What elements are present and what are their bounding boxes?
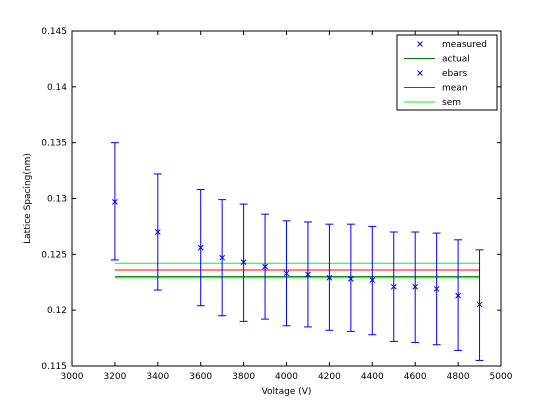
measured-point — [347, 276, 354, 282]
measured-point — [112, 198, 118, 205]
legend-marker — [417, 41, 423, 47]
marker-stroke — [219, 254, 226, 261]
measured-point — [433, 286, 440, 292]
marker-stroke — [455, 292, 461, 299]
measured-point — [262, 263, 268, 270]
measured-point — [240, 259, 247, 266]
marker-stroke — [369, 277, 376, 283]
measured-point — [390, 283, 397, 290]
marker-stroke — [283, 270, 290, 277]
measured-point — [412, 283, 419, 290]
marker-stroke — [112, 198, 118, 205]
marker-stroke — [476, 301, 483, 308]
measured-point — [476, 301, 483, 308]
y-tick-label: 0.125 — [41, 250, 67, 260]
x-tick-label: 3400 — [146, 372, 169, 382]
measured-point — [455, 292, 461, 299]
legend-label: ebars — [442, 69, 467, 79]
marker-stroke — [412, 283, 419, 290]
legend-label: sem — [442, 98, 461, 108]
y-tick-label: 0.115 — [41, 362, 67, 372]
marker-stroke — [417, 41, 423, 47]
x-tick-label: 3000 — [61, 372, 84, 382]
measured-point — [305, 271, 311, 278]
x-tick-label: 4200 — [318, 372, 341, 382]
legend-label: measured — [442, 40, 487, 50]
marker-stroke — [390, 283, 397, 290]
y-tick-label: 0.145 — [41, 27, 67, 37]
measured-point — [219, 254, 226, 261]
x-axis-label: Voltage (V) — [262, 387, 312, 397]
x-tick-label: 3600 — [189, 372, 212, 382]
y-tick-label: 0.13 — [47, 195, 67, 205]
y-axis-label: Lattice Spacing(nm) — [23, 153, 33, 244]
marker-stroke — [197, 244, 204, 251]
x-tick-label: 4600 — [404, 372, 427, 382]
marker-stroke — [305, 271, 311, 278]
legend — [396, 34, 498, 111]
marker-stroke — [347, 276, 354, 282]
x-tick-label: 4000 — [275, 372, 298, 382]
y-tick-label: 0.135 — [41, 139, 67, 149]
marker-stroke — [326, 274, 333, 281]
marker-stroke — [417, 70, 423, 76]
legend-label: actual — [442, 55, 470, 65]
y-tick-label: 0.14 — [47, 83, 67, 93]
x-tick-label: 4400 — [361, 372, 384, 382]
marker-stroke — [262, 263, 268, 270]
measured-point — [154, 229, 161, 235]
x-tick-label: 3200 — [103, 372, 126, 382]
marker-stroke — [154, 229, 161, 235]
measured-point — [197, 244, 204, 251]
legend-label: mean — [442, 84, 468, 94]
measured-point — [283, 270, 290, 277]
marker-stroke — [433, 286, 440, 292]
marker-stroke — [240, 259, 247, 266]
y-tick-label: 0.12 — [47, 306, 67, 316]
measured-point — [369, 277, 376, 283]
x-tick-label: 3800 — [232, 372, 255, 382]
legend-marker — [417, 70, 423, 76]
measured-point — [326, 274, 333, 281]
x-tick-label: 4800 — [447, 372, 470, 382]
x-tick-label: 5000 — [490, 372, 513, 382]
